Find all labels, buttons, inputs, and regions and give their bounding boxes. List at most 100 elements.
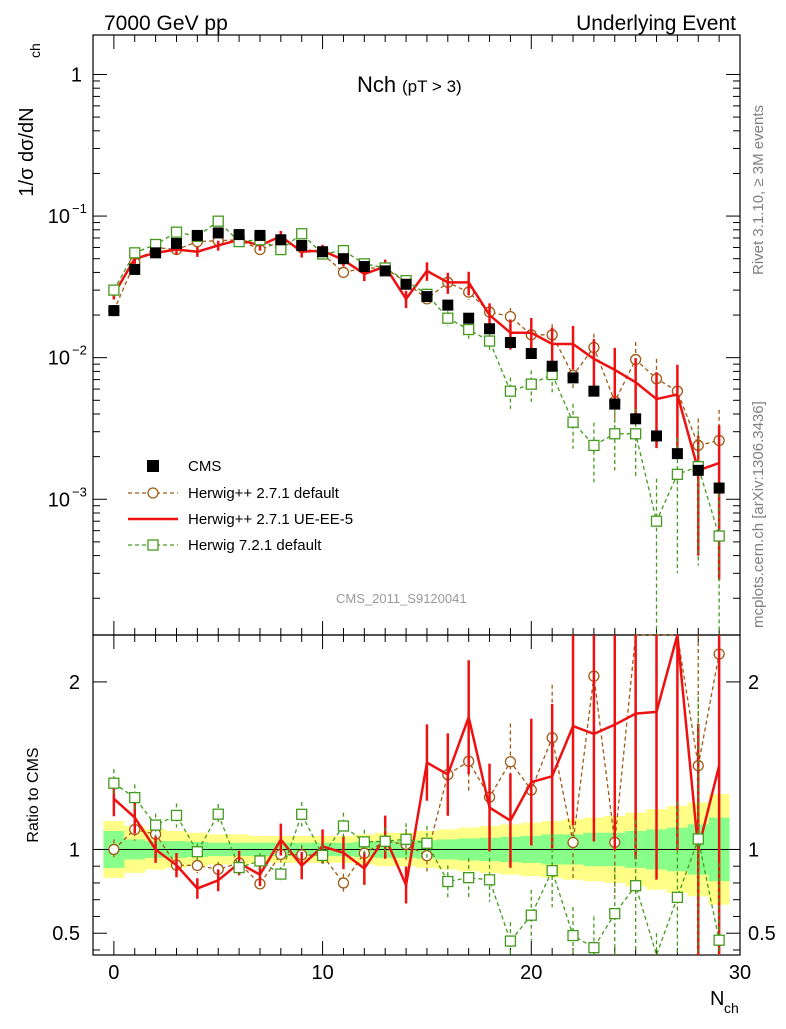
y-tick-label: 1 <box>71 64 82 86</box>
main-axis-ticks: 110−110−210−3 <box>48 35 741 635</box>
cms-point <box>713 482 725 494</box>
cms-point <box>463 312 475 324</box>
cms-point <box>546 360 558 372</box>
rivet-version-label: Rivet 3.1.10, ≥ 3M events <box>750 105 767 275</box>
y-tick-exponent: −1 <box>72 201 87 216</box>
y-tick-label: 10 <box>48 489 70 511</box>
y-axis-label: 1/σ dσ/dN <box>16 107 38 196</box>
herwig-7-2-1-default-marker <box>275 243 287 256</box>
cms-point <box>484 323 496 335</box>
plot-subtitle: (pT > 3) <box>402 77 462 96</box>
herwig-7-2-1-default-marker <box>442 312 454 324</box>
ratio-tick-label-left: 1 <box>69 839 80 861</box>
herwig-7-2-1-default-ratio-marker <box>108 777 120 789</box>
cms-point <box>504 336 516 348</box>
herwig-7-2-1-default-ratio-marker <box>442 875 454 888</box>
cms-point <box>150 247 162 259</box>
cms-point <box>317 246 329 258</box>
legend-label: CMS <box>188 458 221 475</box>
herwig-7-2-1-default-ratio-marker <box>149 819 162 831</box>
herwig-7-2-1-default-ratio-marker <box>296 808 308 820</box>
legend-marker-herwig-2-7-1-default <box>147 487 159 499</box>
herwig-2-7-1-default-ratio-marker <box>108 843 120 856</box>
herwig-7-2-1-default-ratio-marker <box>713 934 725 946</box>
y-tick-exponent: −3 <box>72 484 87 499</box>
x-tick-label: 30 <box>729 962 751 984</box>
herwig-7-2-1-default-ratio-marker <box>525 909 537 921</box>
herwig-2-7-1-default-ratio-marker <box>504 756 517 768</box>
herwig-7-2-1-default-ratio-marker <box>316 849 329 862</box>
cms-point <box>108 305 120 317</box>
legend: CMS Herwig++ 2.7.1 default Herwig++ 2.7.1 … <box>128 458 353 554</box>
herwig-2-7-1-default-line <box>113 239 720 447</box>
ratio-tick-label-right: 1 <box>748 839 759 861</box>
cms-point <box>379 265 391 277</box>
herwig-7-2-1-default-ratio-marker <box>609 907 621 920</box>
herwig-2-7-1-default-ratio-marker <box>337 877 350 889</box>
herwig-7-2-1-default-marker <box>525 378 537 390</box>
herwig-7-2-1-default-marker <box>650 515 663 527</box>
header-left-label: 7000 GeV pp <box>104 12 228 35</box>
herwig-7-2-1-default-ratio-marker <box>358 836 370 848</box>
cms-point <box>400 278 412 290</box>
herwig-7-2-1-default-marker <box>170 226 183 238</box>
herwig-7-2-1-default-ratio-marker <box>546 864 558 877</box>
ratio-plot: 0 10 20 30 0.5 0.5 1 1 2 2 <box>52 634 776 984</box>
cms-point <box>275 234 287 246</box>
ratio-tick-label-left: 2 <box>69 672 80 694</box>
y-tick-label: 10 <box>48 348 70 370</box>
ratio-tick-label-right: 0.5 <box>748 923 776 945</box>
x-axis-label: N <box>710 988 724 1010</box>
ratio-tick-label-right: 2 <box>748 672 759 694</box>
herwig-7-2-1-default-marker <box>108 284 120 296</box>
y-tick-label: 10 <box>48 206 70 228</box>
herwig-7-2-1-default-ratio-marker <box>191 846 204 858</box>
herwig-7-2-1-default-marker <box>629 428 642 440</box>
herwig-7-2-1-default-ratio-marker <box>212 808 224 820</box>
herwig-7-2-1-default-marker <box>588 439 600 452</box>
cms-point <box>296 239 308 251</box>
cms-point <box>630 413 642 425</box>
cms-point <box>337 253 349 265</box>
herwig-7-2-1-default-ratio-marker <box>337 820 350 832</box>
cms-point <box>692 464 704 476</box>
herwig-7-2-1-default-marker <box>483 335 496 347</box>
ratio-plot-frame <box>92 634 741 956</box>
herwig-7-2-1-default-marker <box>212 215 224 227</box>
herwig-2-7-1-default-marker <box>337 266 350 279</box>
x-axis-label-sub: ch <box>724 1000 739 1016</box>
cms-point <box>525 348 537 360</box>
legend-label: Herwig++ 2.7.1 UE-EE-5 <box>188 511 353 528</box>
main-series-layer <box>108 215 725 635</box>
herwig-7-2-1-default-ratio-marker <box>170 809 183 822</box>
cms-point <box>567 372 579 384</box>
herwig-7-2-1-default-marker <box>713 530 725 542</box>
cms-point <box>421 291 433 303</box>
herwig-7-2-1-default-ratio-marker <box>254 855 266 867</box>
herwig-7-2-1-default-marker <box>567 416 579 428</box>
herwig-7-2-1-default-ratio-marker <box>671 891 684 903</box>
x-tick-label: 10 <box>311 962 333 984</box>
herwig-7-2-1-default-ratio-marker <box>233 861 245 874</box>
herwig-2-7-1-default-ratio-marker <box>191 859 204 872</box>
herwig-7-2-1-default-ratio-marker <box>692 833 704 845</box>
ratio-series-layer <box>108 634 725 958</box>
cms-point <box>129 263 141 275</box>
herwig-7-2-1-default-ratio-marker <box>629 880 642 892</box>
herwig-2-7-1-ue-ee-5-ratio-line <box>113 634 721 890</box>
herwig-7-2-1-default-ratio-marker <box>567 929 579 942</box>
cms-point <box>212 227 224 239</box>
herwig-7-2-1-default-marker <box>609 428 621 440</box>
y-axis-label-sub: ch <box>27 43 43 58</box>
legend-marker-cms <box>147 460 159 472</box>
legend-marker-herwig-7-2-1-default <box>147 539 159 551</box>
cms-point <box>588 385 600 397</box>
herwig-7-2-1-default-ratio-marker <box>129 791 141 804</box>
herwig-7-2-1-default-ratio-marker <box>379 835 391 847</box>
cms-point <box>651 430 663 442</box>
x-tick-label: 20 <box>520 962 542 984</box>
herwig-7-2-1-default-ratio-marker <box>463 872 475 884</box>
legend-label: Herwig 7.2.1 default <box>188 537 322 554</box>
herwig-7-2-1-default-ratio-marker <box>421 837 433 849</box>
